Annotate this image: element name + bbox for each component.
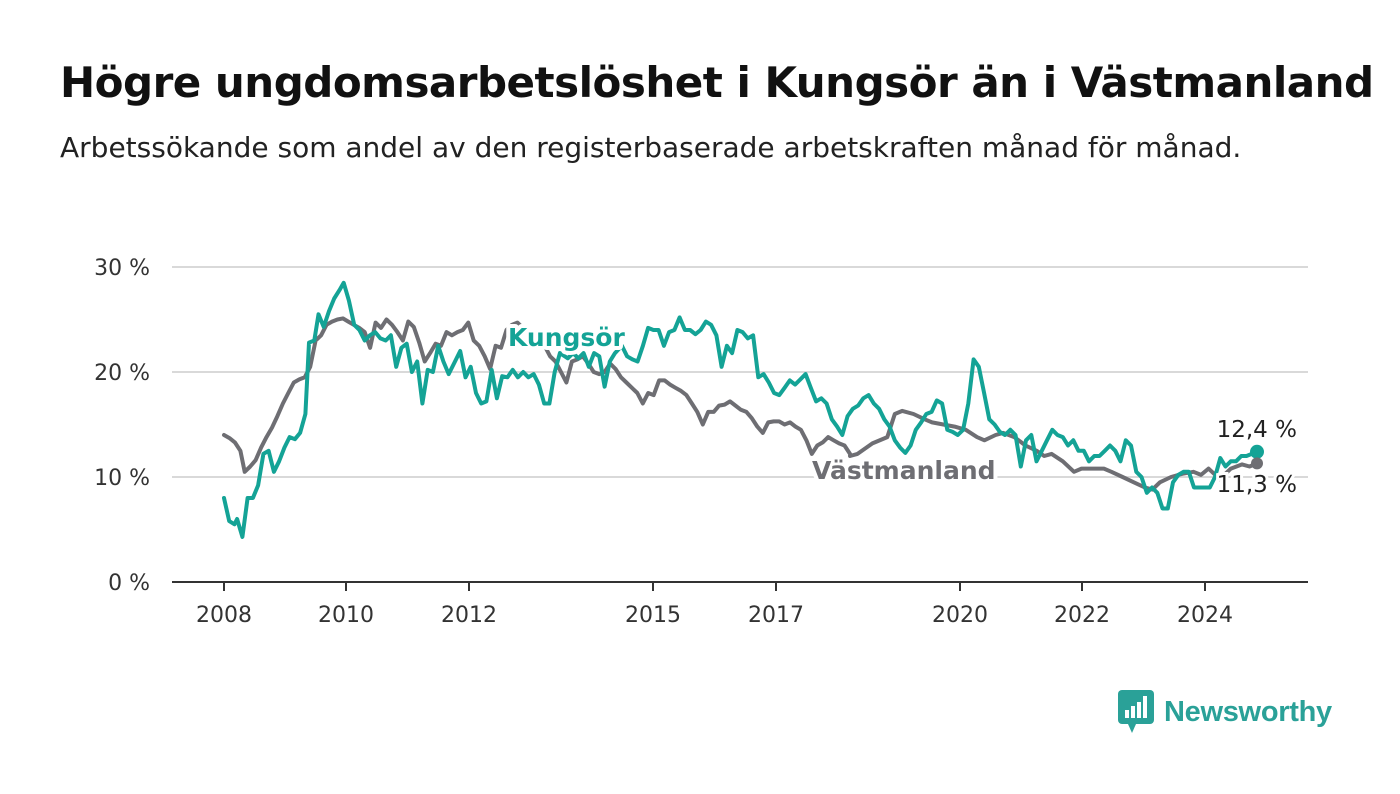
grid-layer: 0 % 10 % 20 % 30 % 2008 2010 2012 2015 2017 2020 2… — [94, 256, 1308, 628]
x-tick-label: 2017 — [748, 603, 804, 628]
y-tick-label: 30 % — [94, 256, 150, 281]
x-tick-label: 2024 — [1177, 603, 1233, 628]
series-line-vastmanland — [222, 316, 852, 474]
series-line-kungsor — [222, 280, 1259, 539]
x-tick-label: 2012 — [441, 603, 497, 628]
kungsor-end-point — [1250, 444, 1264, 459]
x-tick-label: 2022 — [1054, 603, 1110, 628]
x-tick-label: 2015 — [625, 603, 681, 628]
end-label-kungsor: 12,4 % — [1217, 417, 1297, 443]
series-label-vastmanland: Västmanland — [812, 456, 996, 485]
series-label-vastmanland-halo: Västmanland — [812, 456, 996, 485]
chart-title: Högre ungdomsarbetslöshet i Kungsör än i… — [60, 58, 1374, 107]
y-tick-label: 20 % — [94, 361, 150, 386]
y-tick-label: 10 % — [94, 466, 150, 491]
x-tick-label: 2020 — [932, 603, 988, 628]
x-tick-label: 2010 — [318, 603, 374, 628]
series-label-kungsor: Kungsör — [508, 323, 625, 352]
label-layer: KungsörKungsörVästmanlandVästmanland12,4… — [504, 319, 1300, 501]
end-label-vastmanland: 11,3 % — [1217, 472, 1297, 498]
chart-subtitle: Arbetssökande som andel av den registerb… — [60, 131, 1242, 164]
vastmanland-end-point — [1251, 457, 1263, 470]
brand-logo[interactable]: Newsworthy — [1118, 690, 1332, 734]
newsworthy-logo-icon — [1118, 690, 1154, 733]
brand-name: Newsworthy — [1164, 695, 1332, 728]
y-tick-label: 0 % — [108, 571, 150, 596]
x-tick-label: 2008 — [196, 603, 252, 628]
series-label-kungsor-halo: Kungsör — [508, 323, 625, 352]
series-layer — [222, 280, 1264, 539]
end-label-vastmanland-halo: 11,3 % — [1217, 472, 1297, 498]
